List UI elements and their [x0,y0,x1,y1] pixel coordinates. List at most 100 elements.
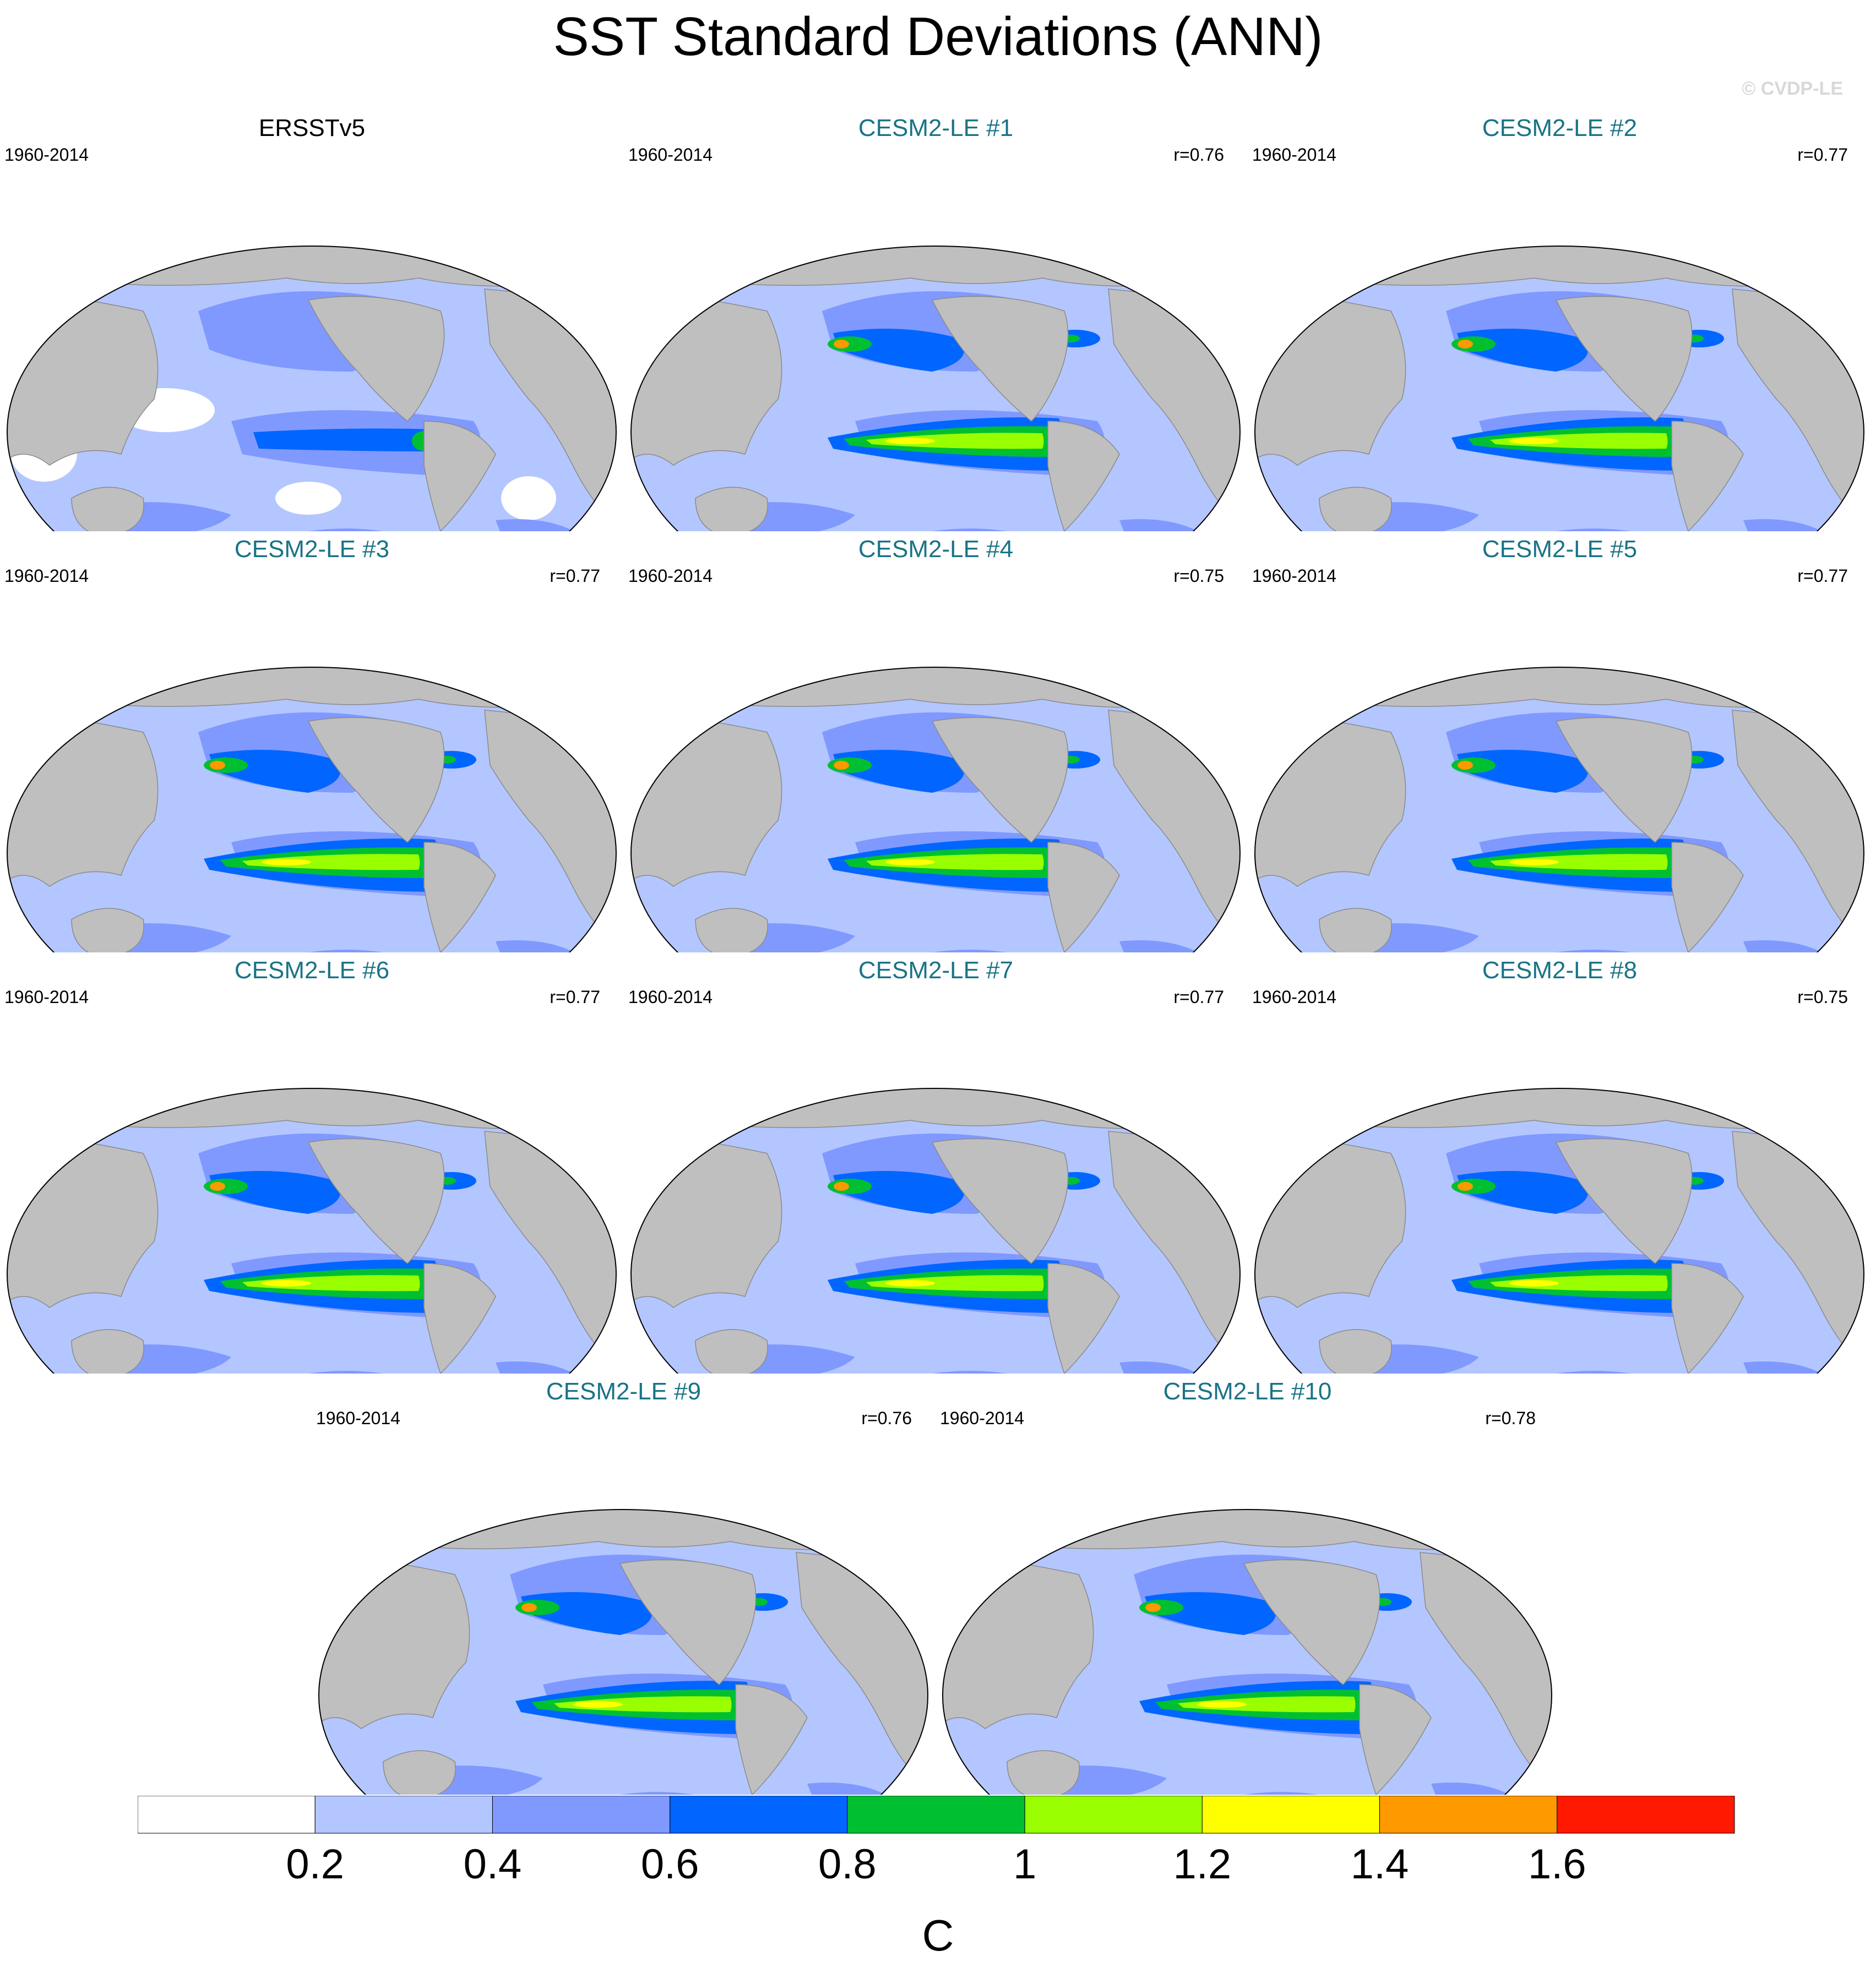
moderate-variability-region [496,940,584,952]
panel-title: CESM2-LE #6 [234,957,390,984]
map-field [7,1088,616,1374]
kuroshio-peak [1458,761,1473,770]
panel-title: CESM2-LE #4 [858,536,1014,563]
land-mass [1243,1559,1380,1686]
map-border [7,1088,617,1374]
kuroshio-peak [834,340,849,348]
sst-map [7,1088,617,1374]
land-mass [695,487,768,531]
map-panel: CESM2-LE #1 1960-2014 r=0.76 [624,113,1248,531]
map-field [631,1088,1240,1374]
panel-period: 1960-2014 [316,1408,401,1428]
map-border [1254,246,1864,531]
map-field [1255,1088,1864,1374]
land-mass [71,1329,144,1374]
enso-tongue [253,428,438,451]
colorbar-tick-label: 1 [1013,1841,1036,1888]
panel-correlation: r=0.77 [550,987,600,1007]
map-panel: CESM2-LE #9 1960-2014 r=0.76 [312,1376,936,1795]
sst-map [1254,667,1864,952]
panel-correlation: r=0.76 [1173,145,1224,165]
land-mass [931,296,1069,422]
map-border [1254,667,1864,952]
panel-correlation: r=0.77 [1797,145,1848,165]
moderate-variability-region [1743,940,1831,952]
moderate-variability-region [1743,519,1831,531]
land-mass [931,1138,1069,1265]
panel-title: CESM2-LE #8 [1482,957,1638,984]
enso-inner [242,854,420,870]
land-mass [1047,421,1120,531]
panel-period: 1960-2014 [628,566,713,586]
enso-inner [1490,854,1668,870]
enso-inner [242,1275,420,1292]
panel-correlation: r=0.76 [861,1408,912,1428]
panel-period: 1960-2014 [1252,145,1337,165]
figure-title: SST Standard Deviations (ANN) [553,6,1323,67]
panel-correlation: r=0.77 [1797,566,1848,586]
watermark: © CVDP-LE [1742,78,1843,99]
map-border [7,246,617,531]
land-mass [631,1088,1240,1132]
sst-map [318,1509,928,1795]
map-border [942,1509,1552,1795]
land-mass [1255,667,1864,711]
map-field [631,667,1240,952]
enso-peak [1509,859,1559,865]
kuroshio-peak [210,1182,225,1191]
sst-map [1254,246,1864,531]
enso-inner [866,854,1044,870]
colorbar-segment [314,1796,493,1834]
map-border [630,246,1241,531]
colorbar-tick-label: 0.4 [464,1841,522,1888]
sst-map [942,1509,1552,1795]
land-mass [931,717,1069,843]
panel-title: CESM2-LE #7 [858,957,1014,984]
panel-title: CESM2-LE #1 [858,115,1014,141]
land-mass [1555,717,1693,843]
colorbar-segment [1024,1796,1203,1834]
land-mass [1671,1263,1744,1374]
panel-correlation: r=0.77 [1173,987,1224,1007]
enso-peak [573,1701,623,1708]
enso-peak [1509,1280,1559,1287]
map-field [7,246,616,531]
kuroshio-peak [521,1603,537,1612]
panel-title: CESM2-LE #3 [234,536,390,563]
panel-period: 1960-2014 [628,987,713,1007]
map-panel: CESM2-LE #4 1960-2014 r=0.75 [624,534,1248,952]
map-border [318,1509,928,1795]
kuroshio-peak [1458,340,1473,348]
colorbar-segment [847,1796,1025,1834]
moderate-variability-region [496,1361,584,1374]
land-mass [1671,421,1744,531]
land-mass [7,246,616,290]
colorbar-tick-label: 1.6 [1528,1841,1586,1888]
enso-peak [1197,1701,1247,1708]
map-panel: CESM2-LE #7 1960-2014 r=0.77 [624,955,1248,1374]
land-mass [1555,1138,1693,1265]
colorbar-segment [1379,1796,1558,1834]
map-field [1255,246,1864,531]
panel-period: 1960-2014 [1252,987,1337,1007]
map-field [631,246,1240,531]
panel-correlation: r=0.77 [550,566,600,586]
panel-period: 1960-2014 [4,987,89,1007]
map-border [630,1088,1241,1374]
colorbar-tick-label: 1.4 [1351,1841,1409,1888]
land-mass [1671,842,1744,952]
colorbar-segment [1557,1796,1735,1834]
moderate-variability-region [1119,1361,1208,1374]
sst-map [7,667,617,952]
map-border [7,667,617,952]
kuroshio-peak [1145,1603,1161,1612]
moderate-variability-region [1431,1783,1519,1795]
moderate-variability-region [807,1783,895,1795]
colorbar-segment [670,1796,848,1834]
panel-correlation: r=0.75 [1797,987,1848,1007]
land-mass [1555,296,1693,422]
land-mass [319,1510,928,1553]
land-mass [943,1510,1552,1553]
sst-map [630,246,1241,531]
land-mass [1255,246,1864,290]
